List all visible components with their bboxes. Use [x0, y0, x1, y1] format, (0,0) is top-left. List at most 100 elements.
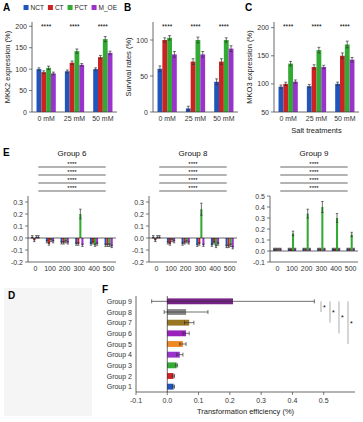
bar [79, 65, 84, 112]
significance-line [38, 175, 105, 176]
y-tick [25, 214, 28, 215]
x-tick-label: 50 mM [334, 115, 356, 122]
bar [279, 249, 281, 251]
x-tick [167, 392, 168, 395]
y-tick [267, 229, 270, 230]
significance: **** [69, 23, 80, 30]
y-tick-label: Group 6 [107, 330, 132, 338]
bar [293, 82, 298, 112]
bar [317, 249, 319, 251]
legend-entry: CT [55, 4, 64, 11]
x-tick [261, 392, 262, 395]
error-bar [284, 82, 287, 85]
y-tick-label: 0.0 [255, 248, 265, 255]
significance: **** [309, 169, 319, 175]
error-bar [37, 236, 39, 238]
error-bar [220, 59, 223, 65]
y-tick-label: -0.2 [11, 259, 23, 266]
significance-line [280, 167, 347, 168]
bar [172, 54, 177, 112]
y-tick [25, 250, 28, 251]
y-tick [271, 27, 274, 28]
error-bar [60, 242, 62, 244]
error-bar [350, 232, 352, 236]
bar [51, 73, 56, 112]
significance: **** [283, 23, 294, 30]
x-tick-label: 50 mM [92, 115, 114, 122]
x-tick-label: 0 mM [37, 115, 55, 122]
x-tick-label: 0.0 [162, 397, 172, 404]
error-bar [180, 342, 186, 346]
x-tick-label: 300 [73, 265, 85, 272]
x-tick-label: 0.4 [288, 397, 298, 404]
y-tick [267, 207, 270, 208]
significance: **** [188, 161, 198, 167]
error-bar [96, 243, 98, 245]
y-tick [25, 202, 28, 203]
error-bar [188, 242, 190, 244]
x-tick-label: 0.3 [256, 397, 266, 404]
error-bar [273, 248, 275, 249]
bar [347, 249, 349, 251]
x-tick-label: 0 [154, 265, 158, 272]
error-bar [319, 248, 321, 249]
bar [273, 249, 275, 251]
bar [338, 249, 340, 251]
error-bar [90, 243, 92, 245]
y-tick-label: 0.0 [13, 235, 23, 242]
error-bar [173, 374, 175, 378]
x-axis [32, 112, 117, 113]
significance: * [332, 309, 335, 316]
plot-area [152, 298, 315, 389]
error-bar [290, 248, 292, 249]
error-bar [71, 61, 74, 64]
y-tick-label: 0.4 [255, 204, 265, 211]
bar [345, 45, 350, 113]
error-bar [46, 240, 48, 242]
error-bar [173, 385, 175, 389]
legend-swatch [24, 5, 29, 10]
y-tick-label: 0.2 [134, 211, 144, 218]
x-axis-label: Transformation efficiency (%) [197, 407, 295, 416]
x-tick-label: 100 [165, 265, 177, 272]
panel-label: E [3, 147, 10, 158]
bar [200, 54, 205, 112]
error-bar [275, 248, 277, 249]
error-bar [225, 245, 227, 247]
significance: **** [188, 185, 198, 191]
error-bar [309, 248, 311, 249]
y-tick [146, 262, 149, 263]
error-bar [77, 243, 79, 245]
error-bar [277, 248, 279, 249]
error-bar [353, 248, 355, 249]
y-tick-label: 0.1 [13, 223, 23, 230]
x-tick-label: 400 [209, 265, 221, 272]
x-tick-label: 0.5 [319, 397, 329, 404]
bar [332, 249, 334, 251]
x-axis-label: Salt treatments [291, 126, 342, 135]
panel-label: A [3, 2, 10, 13]
error-bar [294, 248, 296, 249]
bar [321, 207, 323, 251]
error-bar [279, 85, 282, 88]
error-bar [173, 52, 176, 58]
x-tick [136, 392, 137, 395]
significance: **** [340, 23, 351, 30]
error-bar [52, 240, 54, 242]
error-bar [289, 61, 292, 66]
y-tick [267, 196, 270, 197]
y-axis [274, 22, 275, 112]
bar [307, 214, 309, 251]
bar [288, 249, 290, 251]
error-bar [334, 248, 336, 249]
significance: **** [67, 161, 77, 167]
y-tick-label: 150 [15, 44, 27, 51]
error-bar [183, 242, 185, 244]
significance: **** [67, 185, 77, 191]
error-bar [108, 244, 110, 246]
plot-area [158, 36, 234, 112]
bar [41, 72, 46, 112]
x-tick-label: 25 mM [64, 115, 86, 122]
y-tick-label: 200 [257, 24, 269, 31]
bar [191, 62, 196, 112]
